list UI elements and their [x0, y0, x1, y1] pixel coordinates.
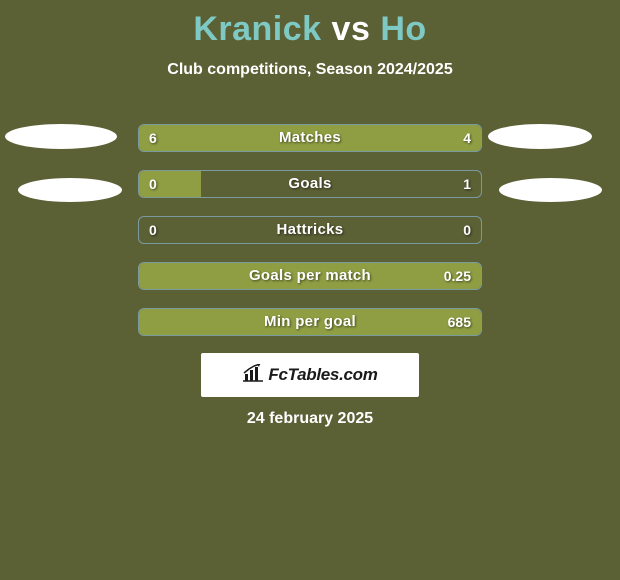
player2-badge-2 [499, 178, 602, 202]
source-text: FcTables.com [268, 365, 377, 385]
stat-row: 0Goals1 [138, 170, 482, 198]
stat-label: Goals per match [139, 263, 481, 289]
player2-name: Ho [380, 10, 426, 48]
player1-badge-1 [5, 124, 117, 149]
stat-label: Matches [139, 125, 481, 151]
player1-name: Kranick [193, 10, 321, 48]
stat-value-right: 0 [463, 217, 471, 243]
source-attribution[interactable]: FcTables.com [201, 353, 419, 397]
player1-badge-2 [18, 178, 122, 202]
stat-row: Goals per match0.25 [138, 262, 482, 290]
player2-badge-1 [488, 124, 592, 149]
stat-row: 6Matches4 [138, 124, 482, 152]
stat-label: Hattricks [139, 217, 481, 243]
bar-chart-icon [242, 364, 264, 387]
subtitle: Club competitions, Season 2024/2025 [0, 61, 620, 79]
stat-value-right: 1 [463, 171, 471, 197]
comparison-card: Kranick vs Ho Club competitions, Season … [0, 0, 620, 580]
stats-list: 6Matches40Goals10Hattricks0Goals per mat… [138, 124, 482, 354]
stat-row: 0Hattricks0 [138, 216, 482, 244]
stat-value-right: 4 [463, 125, 471, 151]
stat-row: Min per goal685 [138, 308, 482, 336]
stat-value-right: 0.25 [444, 263, 471, 289]
date-label: 24 february 2025 [0, 410, 620, 428]
stat-label: Goals [139, 171, 481, 197]
stat-label: Min per goal [139, 309, 481, 335]
stat-value-right: 685 [448, 309, 471, 335]
vs-separator: vs [332, 10, 371, 48]
page-title: Kranick vs Ho [0, 0, 620, 49]
